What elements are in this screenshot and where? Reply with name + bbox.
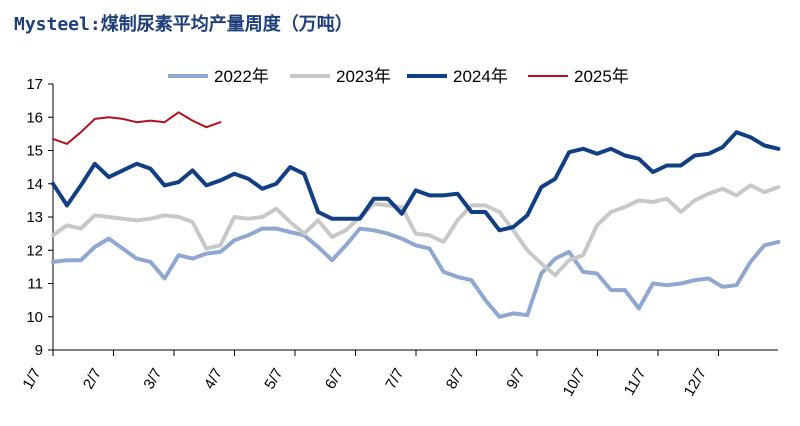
x-tick-label: 1/7: [19, 366, 44, 393]
chart-title: Mysteel:煤制尿素平均产量周度（万吨）: [14, 14, 353, 35]
legend-label-2023: 2023年: [336, 67, 391, 86]
x-tick-group: 1/7 2/7 3/7 4/7 5/7 6/7 7/7 8/7 9/7 10/7 11/7 12/7: [19, 350, 719, 400]
y-tick-label: 16: [26, 109, 43, 126]
legend-item-2024[interactable]: 2024年: [407, 67, 508, 86]
y-tick-label: 13: [26, 209, 43, 226]
series-line-2022[interactable]: [51, 226, 781, 319]
y-tick-label: 11: [27, 276, 43, 293]
series-line-2024[interactable]: [51, 130, 781, 233]
legend-item-2022[interactable]: 2022年: [168, 67, 269, 86]
x-tick-label: 12/7: [681, 366, 710, 400]
y-tick-label: 10: [26, 309, 43, 326]
y-tick-label: 17: [26, 76, 43, 93]
x-tick-label: 8/7: [443, 366, 468, 393]
y-tick-label: 14: [26, 176, 43, 193]
y-tick-label: 9: [35, 342, 43, 359]
y-tick-group: 9 10 11 12 13 14 15 16 17: [26, 76, 53, 359]
x-tick-label: 9/7: [503, 366, 528, 393]
series-line-2025[interactable]: [52, 111, 222, 145]
legend-item-2025[interactable]: 2025年: [528, 67, 629, 86]
x-tick-label: 2/7: [80, 366, 105, 393]
y-tick-label: 15: [26, 143, 43, 160]
x-axis: 1/7 2/7 3/7 4/7 5/7 6/7 7/7 8/7 9/7 10/7 11/7 12/7: [19, 349, 778, 400]
series-line-2023[interactable]: [51, 183, 781, 278]
x-tick-label: 7/7: [382, 366, 407, 393]
legend-label-2022: 2022年: [214, 67, 269, 86]
x-tick-label: 6/7: [322, 366, 347, 393]
series-layer: [51, 111, 781, 319]
x-tick-label: 4/7: [201, 366, 226, 393]
x-tick-label: 5/7: [261, 366, 286, 393]
legend: 2022年 2023年 2024年 2025年: [168, 67, 629, 86]
legend-item-2023[interactable]: 2023年: [290, 67, 391, 86]
y-tick-label: 12: [26, 242, 43, 259]
legend-label-2024: 2024年: [453, 67, 508, 86]
x-tick-label: 10/7: [560, 366, 589, 400]
y-axis: 9 10 11 12 13 14 15 16 17: [26, 76, 54, 359]
x-tick-label: 11/7: [621, 366, 650, 399]
legend-label-2025: 2025年: [574, 67, 629, 86]
x-tick-label: 3/7: [140, 366, 165, 393]
